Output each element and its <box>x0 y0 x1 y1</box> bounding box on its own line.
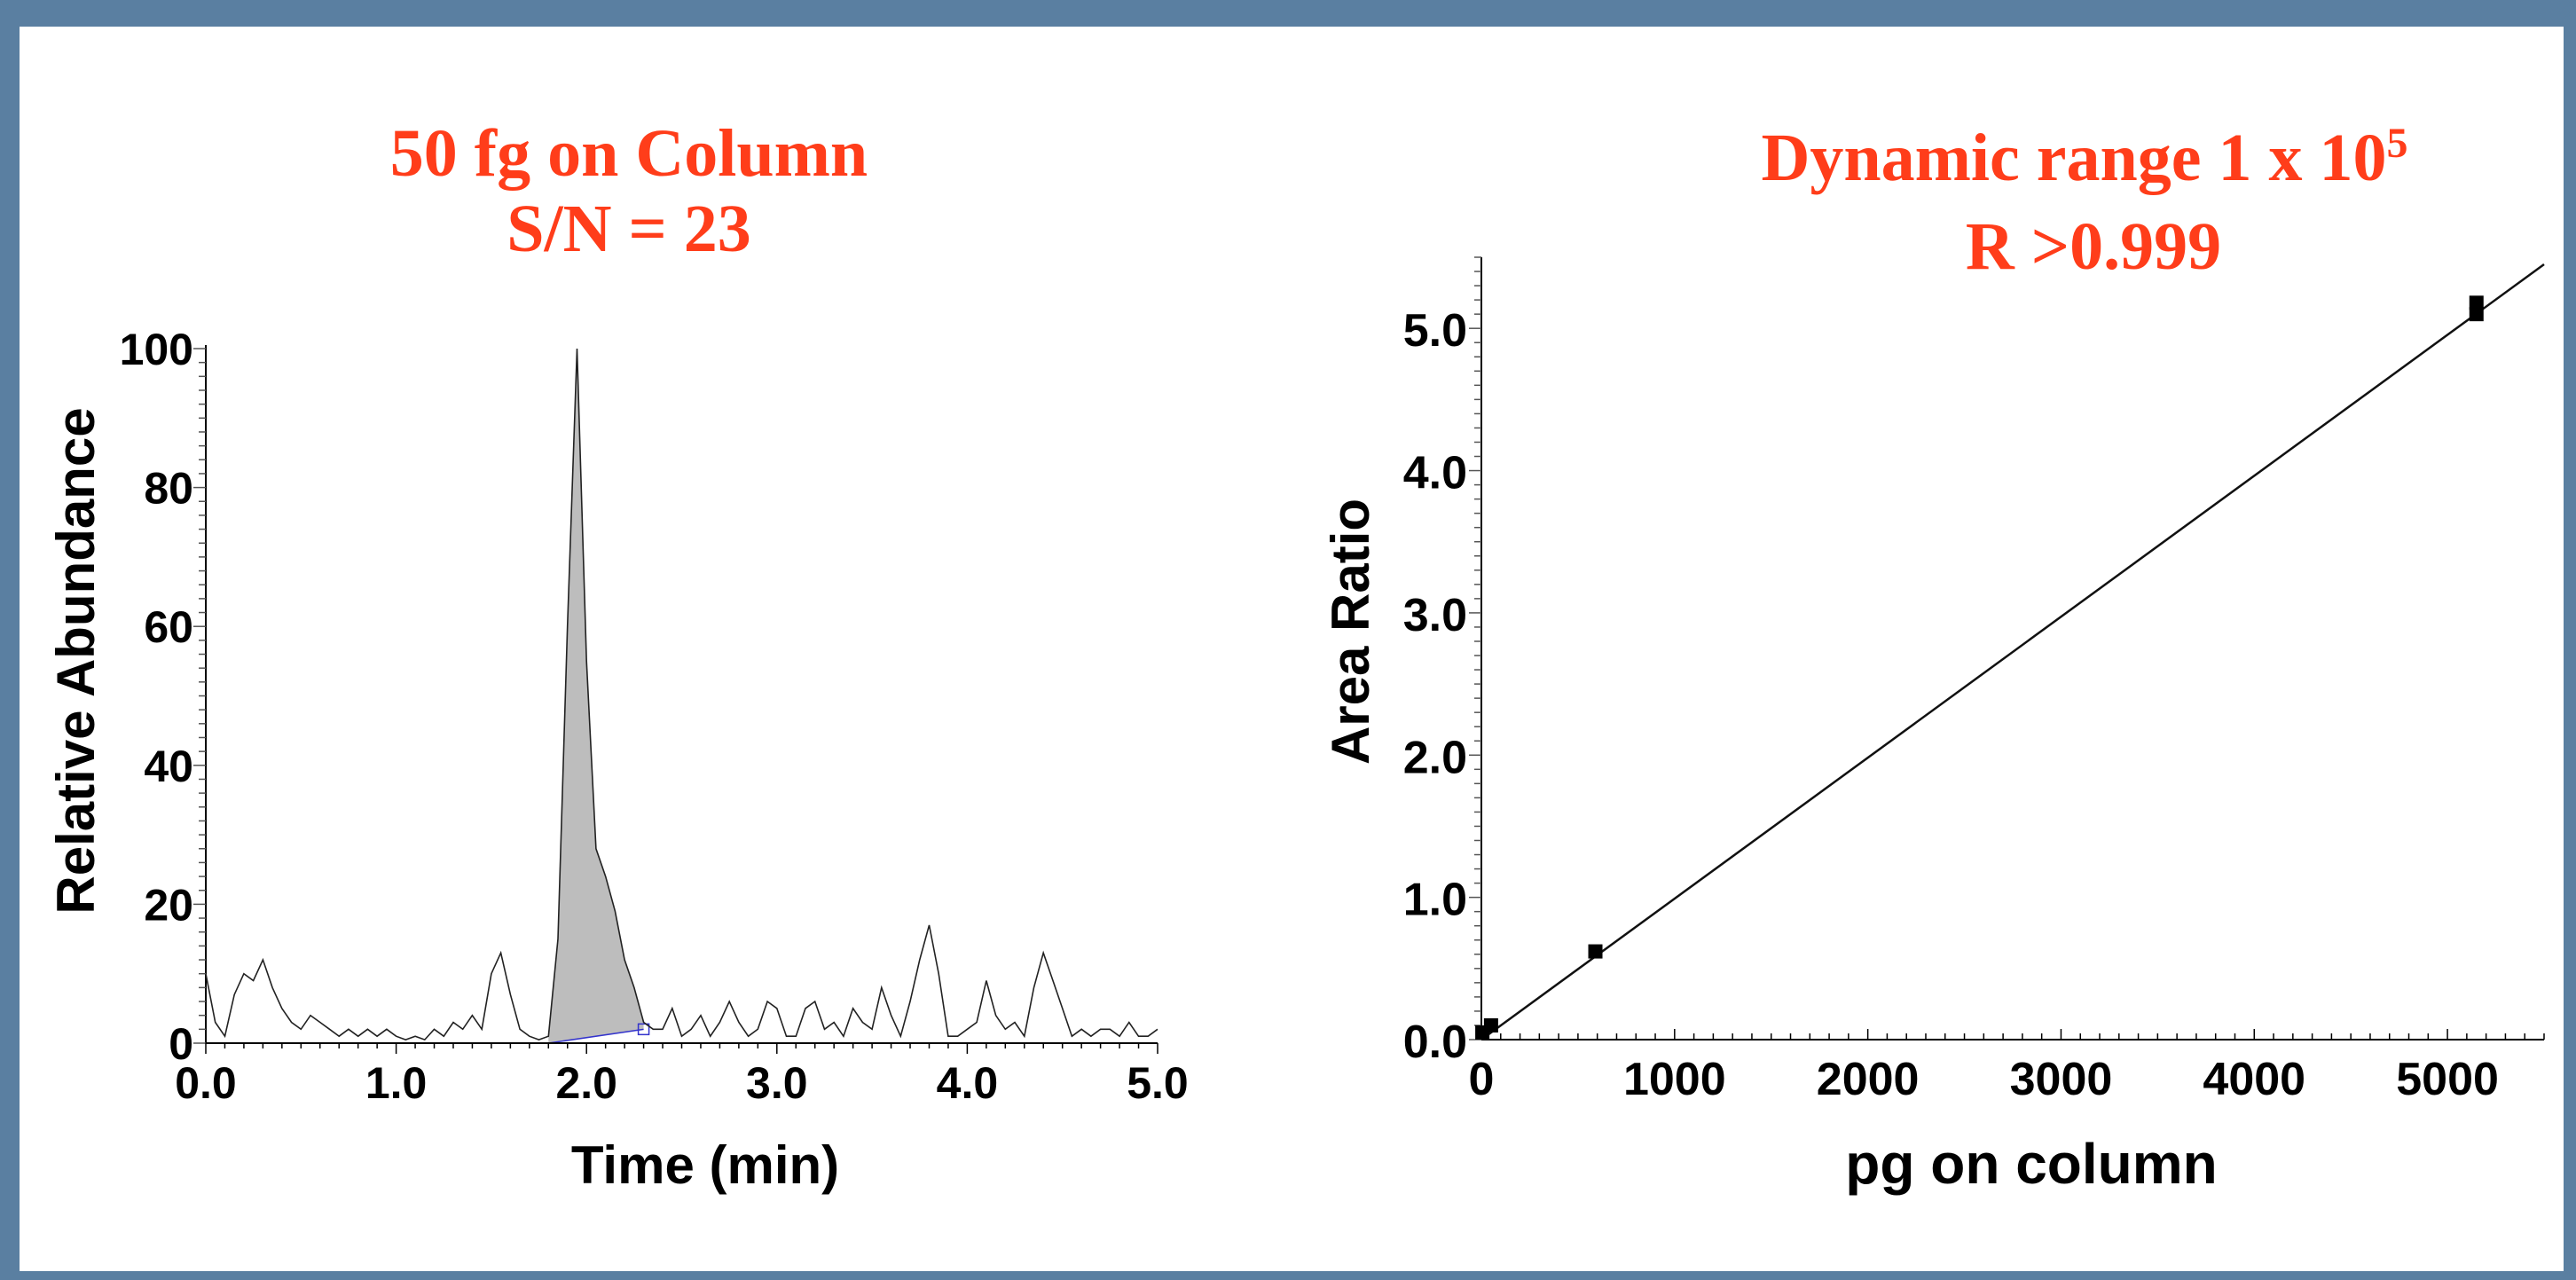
peak-area-shape <box>548 349 644 1043</box>
calibration-fit-line <box>1480 263 2545 1041</box>
calibration-point <box>1588 944 1603 959</box>
chromatogram-x-tick-label: 1.0 <box>365 1058 428 1108</box>
calibration-y-axis-label: Area Ratio <box>1321 499 1380 765</box>
calibration-y-tick-label: 3.0 <box>1403 590 1467 641</box>
chromatogram-x-tick-label: 3.0 <box>746 1058 808 1108</box>
chromatogram-y-tick-label: 60 <box>144 602 193 652</box>
calibration-x-tick-label: 5000 <box>2396 1054 2499 1105</box>
calibration-point <box>1483 1017 1498 1033</box>
calibration-x-tick-label: 1000 <box>1623 1054 1726 1105</box>
chromatogram-y-tick-label: 40 <box>144 742 193 791</box>
chromatogram-y-tick-label: 80 <box>144 464 193 514</box>
chromatogram-trace <box>205 348 1158 1041</box>
calibration-y-tick-label: 0.0 <box>1403 1017 1467 1068</box>
left-chart-subtitle: S/N = 23 <box>507 192 751 266</box>
calibration-y-tick-label: 5.0 <box>1403 305 1467 357</box>
calibration-chart: 0.01.02.03.04.05.00 1000 2000 3000 4000 5000 … <box>1321 256 2545 1196</box>
chromatogram-x-axis-label: Time (min) <box>571 1135 839 1195</box>
right-chart-title-text: Dynamic range 1 x 10 <box>1761 121 2386 195</box>
chromatogram-y-axis-label: Relative Abundance <box>46 407 106 914</box>
calibration-fit-group <box>1480 263 2545 1041</box>
chromatogram-x-tick-label: 4.0 <box>937 1058 999 1108</box>
peak-area-fill <box>548 349 650 1044</box>
chromatogram-x-tick-label: 5.0 <box>1127 1058 1189 1108</box>
chromatogram-axes: 0 20 40 60 80 100 0.0 1.0 2.0 3.0 4.0 5.0 <box>120 325 1189 1108</box>
calibration-y-tick-label: 1.0 <box>1403 875 1467 926</box>
peak-end-marker <box>637 1023 650 1036</box>
chromatogram-x-tick-label: 2.0 <box>555 1058 617 1108</box>
chromatogram-trace-group <box>205 348 1158 1041</box>
calibration-x-tick-label: 2000 <box>1817 1054 1920 1105</box>
right-chart-title: Dynamic range 1 x 105 <box>1761 120 2407 196</box>
calibration-point <box>2469 295 2484 310</box>
chromatogram-y-tick-label: 100 <box>120 325 193 374</box>
chromatogram-chart: 0 20 40 60 80 100 0.0 1.0 2.0 3.0 4.0 5.0 Time (min… <box>46 325 1189 1195</box>
calibration-x-axis-label: pg on column <box>1845 1132 2218 1196</box>
calibration-points-group <box>1475 295 2484 1040</box>
calibration-x-tick-label: 0 <box>1469 1054 1495 1105</box>
peak-integration-baseline <box>548 1028 644 1044</box>
right-chart-title-exponent: 5 <box>2387 120 2408 167</box>
chromatogram-x-tick-label: 0.0 <box>175 1058 237 1108</box>
chromatogram-y-tick-label: 0 <box>169 1019 193 1069</box>
right-chart-subtitle: R >0.999 <box>1966 209 2221 284</box>
calibration-y-tick-label: 4.0 <box>1403 448 1467 499</box>
chromatogram-y-tick-label: 20 <box>144 880 193 930</box>
left-chart-title: 50 fg on Column <box>390 116 868 191</box>
calibration-y-tick-label: 2.0 <box>1403 732 1467 783</box>
calibration-x-tick-label: 3000 <box>2010 1054 2113 1105</box>
calibration-point <box>2469 307 2484 322</box>
calibration-x-tick-label: 4000 <box>2203 1054 2305 1105</box>
